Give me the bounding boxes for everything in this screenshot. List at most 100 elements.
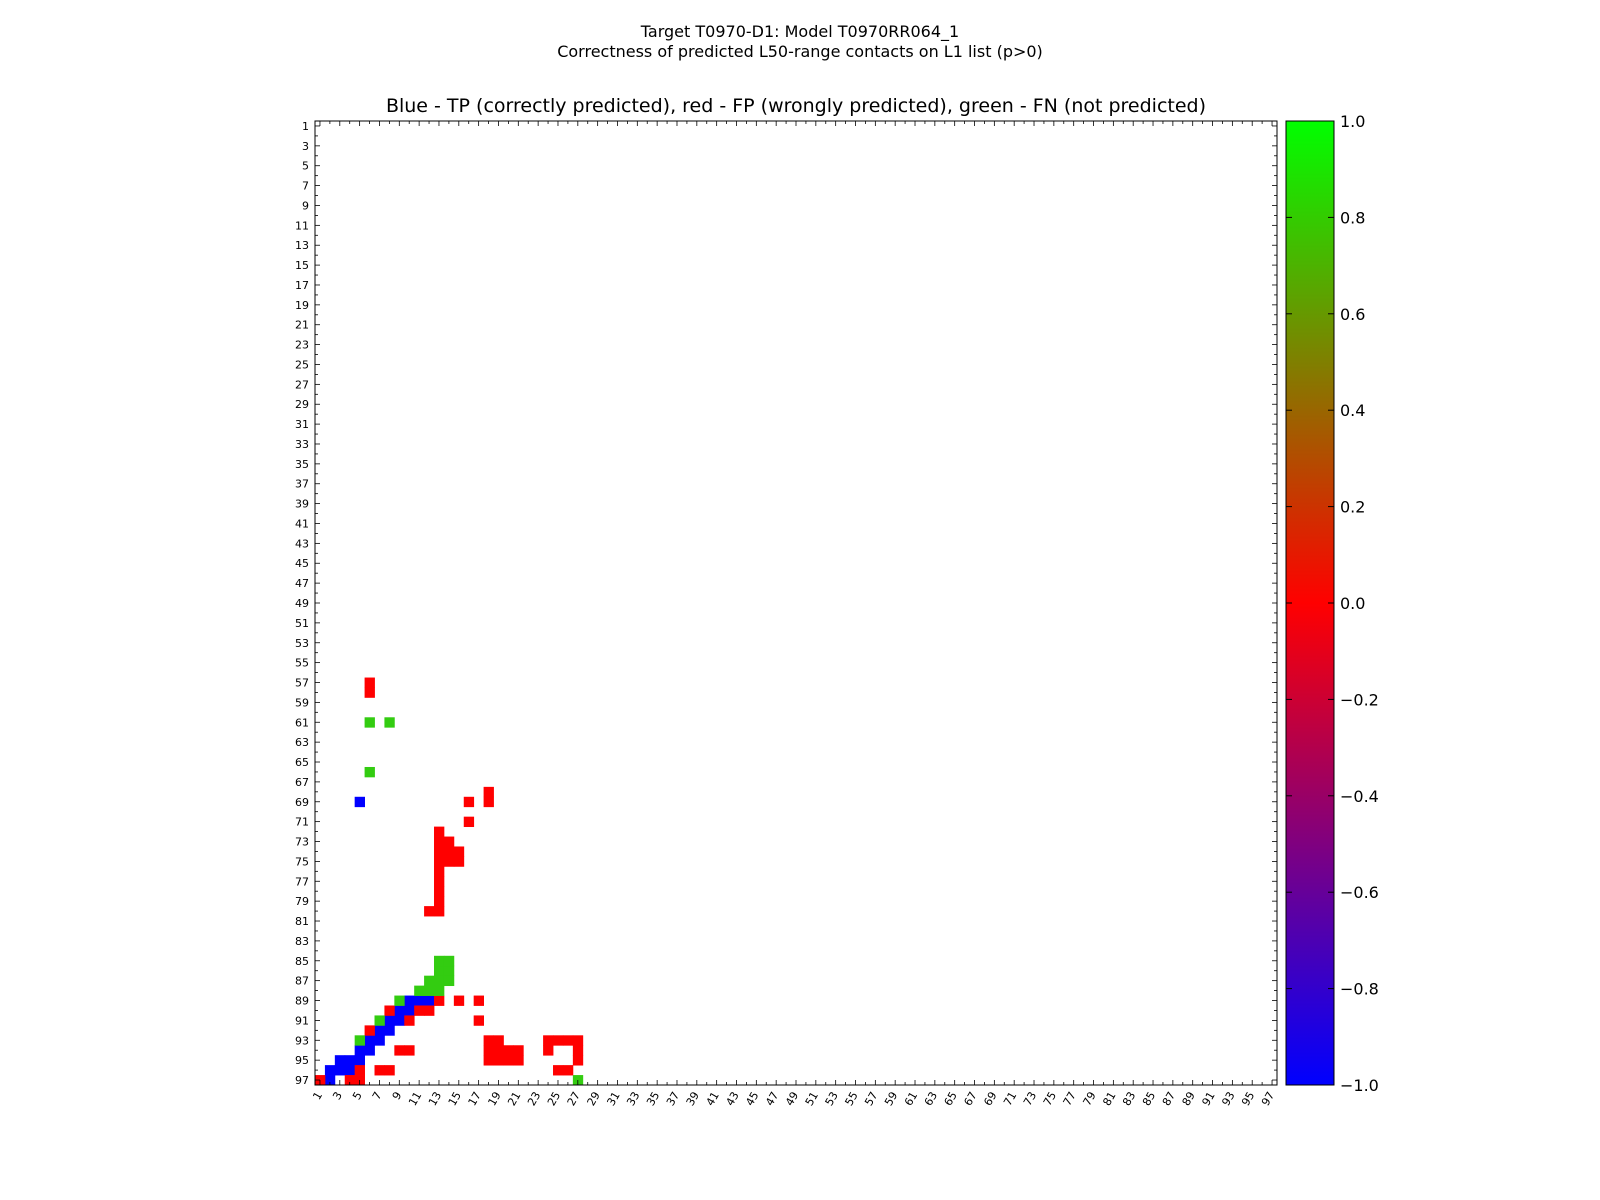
contact-cell-tp (384, 1025, 395, 1036)
contact-cell-fp (443, 836, 455, 847)
colorbar-tick-label: −1.0 (1340, 1076, 1379, 1095)
contact-cell-tp (394, 1005, 405, 1016)
colorbar-tick-label: 1.0 (1340, 112, 1365, 131)
x-tick-label: 91 (1199, 1090, 1217, 1109)
contact-cell-fp (483, 1035, 494, 1046)
y-tick-label: 79 (295, 895, 309, 908)
x-tick-label: 93 (1219, 1090, 1237, 1109)
contact-cell-tp (334, 1065, 346, 1076)
contact-cell-fp (453, 856, 465, 867)
contact-cell-fn (374, 1015, 385, 1026)
x-tick-label: 53 (823, 1090, 841, 1109)
x-tick-label: 49 (783, 1090, 801, 1109)
y-tick-label: 39 (295, 498, 309, 511)
x-tick-label: 89 (1180, 1090, 1198, 1109)
contact-cell-fn (424, 975, 435, 987)
y-tick-label: 93 (295, 1034, 309, 1047)
y-tick-label: 63 (295, 736, 309, 749)
contact-cell-fp (513, 1045, 524, 1056)
contact-cell-fp (404, 1045, 415, 1056)
contact-cell-fn (424, 985, 435, 996)
x-tick-label: 9 (390, 1090, 405, 1103)
contact-cell-tp (364, 1035, 375, 1046)
contact-cell-fp (493, 1055, 504, 1066)
y-tick-label: 47 (295, 577, 309, 590)
contact-cell-fp (434, 896, 445, 907)
contact-cell-fp (543, 1035, 554, 1046)
contact-cell-fp (473, 995, 484, 1006)
suptitle-line-2: Correctness of predicted L50-range conta… (557, 42, 1043, 61)
contact-cell-fp (473, 1015, 484, 1026)
x-tick-label: 3 (330, 1090, 345, 1103)
x-tick-label: 55 (842, 1090, 860, 1109)
contact-cell-fp (553, 1035, 564, 1046)
y-tick-label: 51 (295, 617, 309, 630)
x-tick-label: 41 (704, 1090, 722, 1109)
y-tick-label: 69 (295, 796, 309, 809)
contact-cell-fp (414, 1005, 425, 1016)
contact-cell-fp (513, 1055, 524, 1066)
contact-cell-tp (354, 1045, 365, 1056)
y-tick-label: 1 (302, 120, 309, 133)
contact-cell-fn (443, 955, 455, 967)
y-tick-label: 77 (295, 875, 309, 888)
suptitle-line-1: Target T0970-D1: Model T0970RR064_1 (640, 22, 960, 41)
y-tick-label: 85 (295, 955, 309, 968)
colorbar-tick-label: 0.4 (1340, 401, 1365, 420)
y-tick-label: 31 (295, 418, 309, 431)
colorbar-tick-label: 0.6 (1340, 305, 1365, 324)
contact-cell-fp (493, 1045, 504, 1056)
contact-cell-fp (463, 816, 475, 828)
contact-cell-fp (493, 1035, 504, 1046)
contact-cell-fp (434, 886, 445, 897)
x-tick-label: 51 (803, 1090, 821, 1109)
contact-cell-fp (364, 687, 375, 698)
x-tick-label: 1 (310, 1090, 325, 1103)
y-tick-label: 43 (295, 537, 309, 550)
y-tick-label: 57 (295, 677, 309, 690)
y-tick-label: 35 (295, 458, 309, 471)
contact-cell-fp (483, 796, 494, 808)
x-tick-label: 39 (684, 1090, 702, 1109)
y-tick-label: 11 (295, 219, 309, 232)
y-tick-label: 7 (302, 180, 309, 193)
contact-cell-tp (354, 796, 365, 808)
contact-cell-tp (324, 1075, 336, 1086)
y-tick-label: 65 (295, 756, 309, 769)
contact-cell-fp (562, 1065, 574, 1076)
y-tick-label: 67 (295, 776, 309, 789)
contact-cell-tp (404, 995, 415, 1006)
x-tick-label: 21 (505, 1090, 523, 1109)
contact-cell-tp (404, 1005, 415, 1016)
contact-cell-tp (394, 1015, 405, 1026)
x-tick-label: 67 (961, 1090, 979, 1109)
y-tick-label: 45 (295, 557, 309, 570)
contact-cell-tp (414, 995, 425, 1006)
y-tick-label: 17 (295, 279, 309, 292)
contact-cell-fp (434, 856, 445, 867)
y-tick-label: 25 (295, 358, 309, 371)
contact-cell-tp (324, 1065, 336, 1076)
y-tick-label: 97 (295, 1074, 309, 1087)
x-tick-labels: 1 3 5 7 9 11 13 15 17 19 21 23 25 27 29 31 33 35 37 39 41 43 4… (310, 1090, 1277, 1109)
x-tick-label: 25 (545, 1090, 563, 1109)
x-tick-label: 81 (1100, 1090, 1118, 1109)
x-tick-label: 95 (1239, 1090, 1257, 1109)
contact-cell-fp (434, 836, 445, 847)
contact-cell-fp (543, 1045, 554, 1056)
x-tick-label: 23 (525, 1090, 543, 1109)
y-tick-label: 75 (295, 855, 309, 868)
y-tick-label: 61 (295, 716, 309, 729)
colorbar-tick-label: 0.2 (1340, 498, 1365, 517)
x-tick-label: 5 (350, 1090, 365, 1103)
y-tick-label: 23 (295, 339, 309, 352)
y-tick-label: 49 (295, 597, 309, 610)
x-tick-label: 43 (723, 1090, 741, 1109)
contact-cell-fp (434, 906, 445, 917)
x-tick-label: 75 (1041, 1090, 1059, 1109)
x-tick-label: 15 (446, 1090, 464, 1109)
contact-cell-fn (364, 766, 375, 778)
x-tick-label: 83 (1120, 1090, 1138, 1109)
colorbar-tick-label: −0.2 (1340, 690, 1379, 709)
y-tick-label: 21 (295, 319, 309, 332)
